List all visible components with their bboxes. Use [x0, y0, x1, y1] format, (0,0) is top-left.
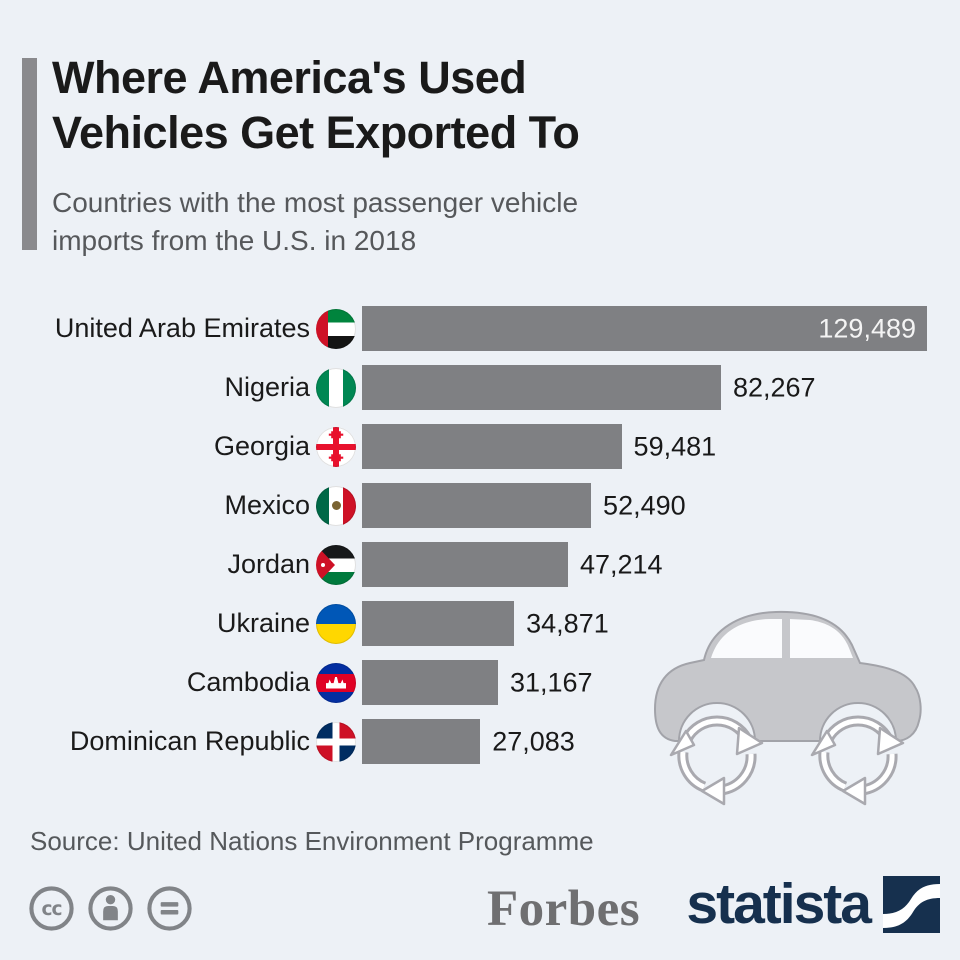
- bar-chart: United Arab Emirates 129,489 Nigeria 82,267…: [30, 306, 940, 778]
- bar-value-label: 52,490: [603, 490, 686, 520]
- country-label: Nigeria: [224, 372, 310, 402]
- flag-cambodia-icon: [316, 662, 356, 703]
- license-icons[interactable]: cc: [27, 884, 194, 933]
- bar-track: 31,167: [362, 660, 927, 705]
- bar-track: 82,267: [362, 365, 927, 410]
- page-subtitle-line-2: imports from the U.S. in 2018: [52, 225, 417, 256]
- chart-row: Cambodia 31,167: [30, 660, 940, 705]
- no-derivatives-icon[interactable]: [145, 884, 194, 933]
- country-label: Cambodia: [186, 667, 310, 697]
- bar-track: 47,214: [362, 542, 927, 587]
- chart-row: Nigeria 82,267: [30, 365, 940, 410]
- forbes-logo[interactable]: Forbes: [487, 881, 641, 937]
- chart-row: Jordan 47,214: [30, 542, 940, 587]
- statista-logo-text: statista: [686, 872, 872, 936]
- bar-value-label: 31,167: [509, 667, 593, 697]
- header: Where America's Used Vehicles Get Export…: [52, 50, 580, 260]
- bar: [362, 542, 568, 587]
- flag-georgia-icon: [316, 426, 356, 467]
- title-accent-bar: [22, 58, 37, 250]
- flag-mexico-icon: [316, 485, 356, 526]
- bar: [362, 365, 721, 410]
- country-label: Mexico: [224, 490, 310, 520]
- country-label: Jordan: [227, 549, 310, 579]
- bar-value-label: 34,871: [526, 608, 609, 638]
- bar-track: 129,489: [362, 306, 927, 351]
- country-label: Georgia: [213, 431, 310, 461]
- source-text: Source: United Nations Environment Progr…: [30, 826, 594, 856]
- attribution-icon[interactable]: [86, 884, 135, 933]
- bar: [362, 601, 515, 646]
- car-recycle-illustration: [643, 598, 935, 808]
- chart-row: Ukraine 34,871: [30, 601, 940, 646]
- page-title-line-1: Where America's Used: [52, 52, 527, 103]
- chart-row: Mexico 52,490: [30, 483, 940, 528]
- chart-row: Georgia 59,481: [30, 424, 940, 469]
- flag-nigeria-icon: [316, 367, 356, 408]
- flag-ukraine-icon: [316, 603, 356, 644]
- bar-value-label: 59,481: [633, 431, 717, 461]
- flag-jordan-icon: [316, 544, 356, 585]
- bar-value-label: 27,083: [492, 726, 575, 756]
- page-subtitle-line-1: Countries with the most passenger vehicl…: [52, 187, 579, 218]
- flag-dominican-republic-icon: [316, 721, 356, 762]
- bar-value-label: 82,267: [732, 372, 816, 402]
- bar-track: 52,490: [362, 483, 927, 528]
- bar: [362, 306, 927, 351]
- bar-track: 34,871: [362, 601, 927, 646]
- country-label: Ukraine: [216, 608, 310, 638]
- svg-text:cc: cc: [41, 899, 61, 920]
- page-title-line-2: Vehicles Get Exported To: [52, 107, 580, 158]
- bar-track: 59,481: [362, 424, 927, 469]
- car-icon: [653, 610, 922, 808]
- bar: [362, 483, 592, 528]
- chart-row: United Arab Emirates 129,489: [30, 306, 940, 351]
- chart-row: Dominican Republic 27,083: [30, 719, 940, 764]
- bar: [362, 719, 481, 764]
- bar-track: 27,083: [362, 719, 927, 764]
- statista-logo[interactable]: statista: [686, 876, 940, 933]
- bar-rows: United Arab Emirates 129,489 Nigeria 82,267…: [30, 306, 940, 764]
- bar-value-label: 47,214: [579, 549, 663, 579]
- bar: [362, 424, 622, 469]
- bar-value-label: 129,489: [818, 313, 916, 343]
- page-subtitle: Countries with the most passenger vehicl…: [52, 184, 579, 260]
- creative-commons-icon[interactable]: cc: [27, 884, 76, 933]
- country-label: United Arab Emirates: [54, 313, 310, 343]
- flag-uae-icon: [316, 308, 356, 349]
- statista-logo-mark-icon: [883, 876, 940, 933]
- country-label: Dominican Republic: [69, 726, 310, 756]
- bar: [362, 660, 498, 705]
